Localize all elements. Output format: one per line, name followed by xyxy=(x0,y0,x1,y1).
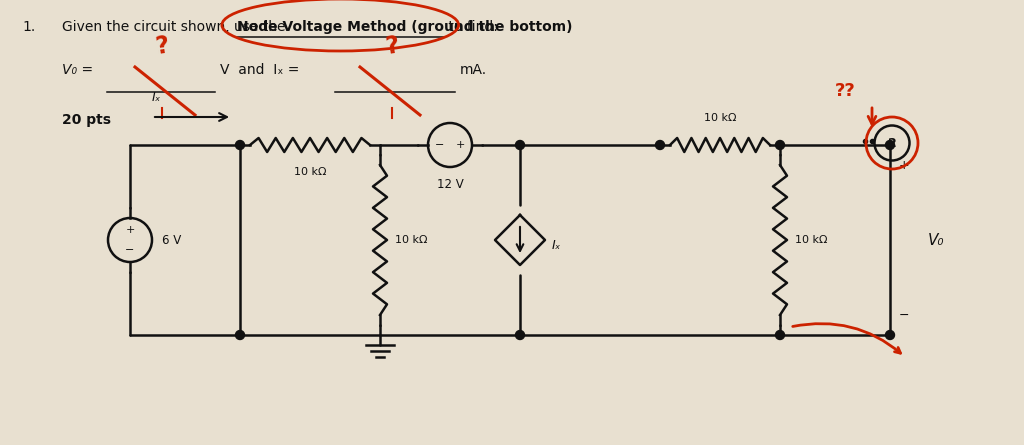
Circle shape xyxy=(515,141,524,150)
Text: ?: ? xyxy=(384,33,400,59)
Text: to find:: to find: xyxy=(443,20,498,34)
Text: Node Voltage Method (ground the bottom): Node Voltage Method (ground the bottom) xyxy=(237,20,572,34)
Text: ?: ? xyxy=(154,33,170,59)
Text: 10 kΩ: 10 kΩ xyxy=(294,167,327,177)
Circle shape xyxy=(775,331,784,340)
Text: 2: 2 xyxy=(888,137,896,150)
Text: 10 kΩ: 10 kΩ xyxy=(703,113,736,123)
Circle shape xyxy=(236,141,245,150)
Text: V₀ =: V₀ = xyxy=(62,63,97,77)
Text: −: − xyxy=(435,140,444,150)
Text: Iₓ: Iₓ xyxy=(552,239,561,251)
Text: mA.: mA. xyxy=(460,63,487,77)
Text: 10 kΩ: 10 kΩ xyxy=(395,235,427,245)
Text: +: + xyxy=(456,140,465,150)
Circle shape xyxy=(515,331,524,340)
Circle shape xyxy=(775,141,784,150)
Text: 20 pts: 20 pts xyxy=(62,113,111,127)
Text: 12 V: 12 V xyxy=(436,178,464,191)
Text: 1.: 1. xyxy=(22,20,35,34)
Text: Given the circuit shown, use the: Given the circuit shown, use the xyxy=(62,20,290,34)
Text: −: − xyxy=(899,308,909,321)
Text: V₀: V₀ xyxy=(928,232,944,247)
Text: Iₓ: Iₓ xyxy=(152,91,161,104)
Text: +: + xyxy=(125,225,135,235)
Text: 10 kΩ: 10 kΩ xyxy=(795,235,827,245)
Text: ??: ?? xyxy=(835,82,855,100)
Circle shape xyxy=(655,141,665,150)
Circle shape xyxy=(886,331,895,340)
Text: +: + xyxy=(899,158,909,171)
Circle shape xyxy=(236,331,245,340)
Text: V  and  Iₓ =: V and Iₓ = xyxy=(220,63,304,77)
Circle shape xyxy=(886,141,895,150)
Text: 6 V: 6 V xyxy=(162,234,181,247)
Text: −: − xyxy=(125,245,135,255)
